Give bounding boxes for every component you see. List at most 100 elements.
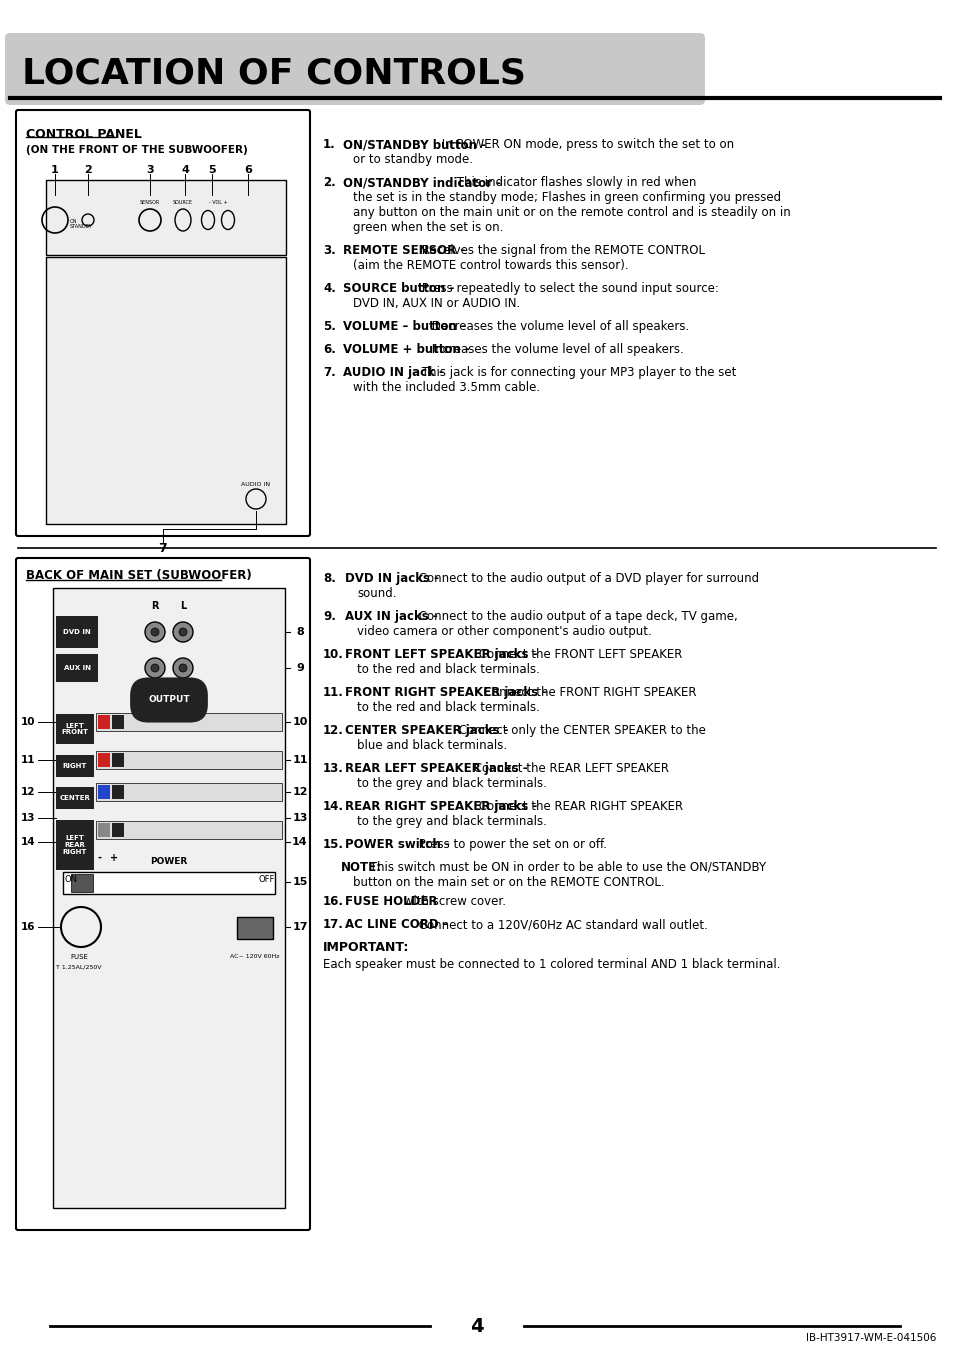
Text: 3.: 3.	[323, 244, 335, 258]
Text: OUTPUT: OUTPUT	[148, 696, 190, 704]
Text: ON/STANDBY indicator -: ON/STANDBY indicator -	[343, 175, 500, 189]
Text: (aim the REMOTE control towards this sensor).: (aim the REMOTE control towards this sen…	[353, 259, 628, 272]
Text: 4.: 4.	[323, 282, 335, 295]
Text: DVD IN jacks -: DVD IN jacks -	[345, 572, 438, 585]
Text: ON: ON	[65, 876, 77, 885]
Bar	[96, 822, 282, 839]
Text: 2: 2	[84, 165, 91, 175]
Text: POWER switch -: POWER switch -	[345, 838, 449, 851]
Text: 9.: 9.	[323, 610, 335, 623]
Text: Connect to a 120V/60Hz AC standard wall outlet.: Connect to a 120V/60Hz AC standard wall …	[415, 919, 707, 931]
Text: to the red and black terminals.: to the red and black terminals.	[356, 701, 539, 714]
FancyBboxPatch shape	[16, 111, 310, 536]
Text: to the grey and black terminals.: to the grey and black terminals.	[356, 777, 546, 791]
Text: 13: 13	[292, 813, 308, 823]
Text: blue and black terminals.: blue and black terminals.	[356, 739, 507, 751]
Text: 17: 17	[292, 921, 308, 932]
Bar	[56, 714, 94, 745]
Text: 17.: 17.	[323, 919, 343, 931]
Text: 14: 14	[292, 836, 308, 847]
Bar	[46, 258, 286, 523]
Text: LEFT
REAR
RIGHT: LEFT REAR RIGHT	[63, 835, 87, 855]
Text: any button on the main unit or on the remote control and is steadily on in: any button on the main unit or on the re…	[353, 206, 790, 219]
Bar	[56, 654, 98, 683]
Bar	[112, 753, 124, 768]
Bar	[63, 871, 274, 894]
Text: 12: 12	[21, 786, 35, 797]
Text: Press to power the set on or off.: Press to power the set on or off.	[415, 838, 606, 851]
Text: Connect the FRONT RIGHT SPEAKER: Connect the FRONT RIGHT SPEAKER	[479, 687, 696, 699]
Text: to the grey and black terminals.: to the grey and black terminals.	[356, 815, 546, 828]
Text: T 1.25AL/250V: T 1.25AL/250V	[56, 965, 102, 970]
Text: ON
STANDBY: ON STANDBY	[70, 219, 92, 229]
Text: video camera or other component's audio output.: video camera or other component's audio …	[356, 625, 651, 638]
Text: REMOTE SENSOR -: REMOTE SENSOR -	[343, 244, 465, 258]
Text: 7.: 7.	[323, 366, 335, 379]
Text: Connect only the CENTER SPEAKER to the: Connect only the CENTER SPEAKER to the	[455, 724, 705, 737]
Bar	[98, 753, 110, 768]
Text: button on the main set or on the REMOTE CONTROL.: button on the main set or on the REMOTE …	[353, 876, 664, 889]
Text: SOURCE button -: SOURCE button -	[343, 282, 454, 295]
Text: 13: 13	[21, 813, 35, 823]
Text: Decreases the volume level of all speakers.: Decreases the volume level of all speake…	[428, 320, 688, 333]
Text: ON/STANDBY button -: ON/STANDBY button -	[343, 138, 485, 151]
Bar	[56, 616, 98, 648]
Text: with screw cover.: with screw cover.	[399, 894, 505, 908]
Text: 8: 8	[295, 627, 304, 637]
FancyBboxPatch shape	[16, 558, 310, 1230]
Text: VOLUME – button -: VOLUME – button -	[343, 320, 465, 333]
Text: FUSE HOLDER: FUSE HOLDER	[345, 894, 437, 908]
Text: 15.: 15.	[323, 838, 344, 851]
Text: 16.: 16.	[323, 894, 344, 908]
Bar	[96, 782, 282, 801]
Text: REAR RIGHT SPEAKER jacks -: REAR RIGHT SPEAKER jacks -	[345, 800, 537, 813]
Text: 7: 7	[158, 541, 167, 554]
Bar	[98, 823, 110, 836]
Text: BACK OF MAIN SET (SUBWOOFER): BACK OF MAIN SET (SUBWOOFER)	[26, 569, 252, 583]
Text: Connect the REAR LEFT SPEAKER: Connect the REAR LEFT SPEAKER	[470, 762, 668, 774]
Text: SENSOR: SENSOR	[140, 200, 160, 205]
Text: DVD IN: DVD IN	[63, 629, 91, 635]
Text: - VOL +: - VOL +	[209, 200, 227, 205]
Bar	[56, 755, 94, 777]
Text: RIGHT: RIGHT	[63, 764, 87, 769]
Text: 5.: 5.	[323, 320, 335, 333]
Text: CENTER SPEAKER jacks -: CENTER SPEAKER jacks -	[345, 724, 508, 737]
Text: This indicator flashes slowly in red when: This indicator flashes slowly in red whe…	[453, 175, 696, 189]
Circle shape	[179, 629, 187, 635]
Text: AUX IN jacks -: AUX IN jacks -	[345, 610, 437, 623]
Text: AC~ 120V 60Hz: AC~ 120V 60Hz	[230, 955, 279, 959]
Text: FUSE: FUSE	[70, 954, 88, 960]
Text: LEFT
FRONT: LEFT FRONT	[61, 723, 89, 735]
Text: 16: 16	[21, 921, 35, 932]
Text: This jack is for connecting your MP3 player to the set: This jack is for connecting your MP3 pla…	[417, 366, 736, 379]
Circle shape	[145, 658, 165, 679]
Text: Connect to the audio output of a tape deck, TV game,: Connect to the audio output of a tape de…	[415, 610, 737, 623]
Text: Press repeatedly to select the sound input source:: Press repeatedly to select the sound inp…	[417, 282, 719, 295]
Bar	[56, 786, 94, 809]
Circle shape	[145, 622, 165, 642]
Text: 11: 11	[21, 755, 35, 765]
Text: L: L	[180, 602, 186, 611]
Circle shape	[172, 658, 193, 679]
Text: Increases the volume level of all speakers.: Increases the volume level of all speake…	[428, 343, 683, 356]
Text: 10: 10	[21, 718, 35, 727]
Text: FRONT LEFT SPEAKER jacks -: FRONT LEFT SPEAKER jacks -	[345, 648, 537, 661]
Text: CONTROL PANEL: CONTROL PANEL	[26, 128, 142, 140]
Text: sound.: sound.	[356, 587, 396, 600]
Text: 10.: 10.	[323, 648, 343, 661]
Text: 6.: 6.	[323, 343, 335, 356]
Text: SOURCE: SOURCE	[172, 200, 193, 205]
Text: 15: 15	[292, 877, 308, 888]
Text: Receives the signal from the REMOTE CONTROL: Receives the signal from the REMOTE CONT…	[417, 244, 704, 258]
Bar	[96, 714, 282, 731]
Text: 6: 6	[244, 165, 252, 175]
Text: R: R	[152, 602, 158, 611]
Text: 9: 9	[295, 662, 304, 673]
Circle shape	[151, 629, 159, 635]
Text: (ON THE FRONT OF THE SUBWOOFER): (ON THE FRONT OF THE SUBWOOFER)	[26, 144, 248, 155]
Bar	[96, 751, 282, 769]
Text: to the red and black terminals.: to the red and black terminals.	[356, 662, 539, 676]
Text: +: +	[110, 853, 118, 863]
Text: 11.: 11.	[323, 687, 343, 699]
